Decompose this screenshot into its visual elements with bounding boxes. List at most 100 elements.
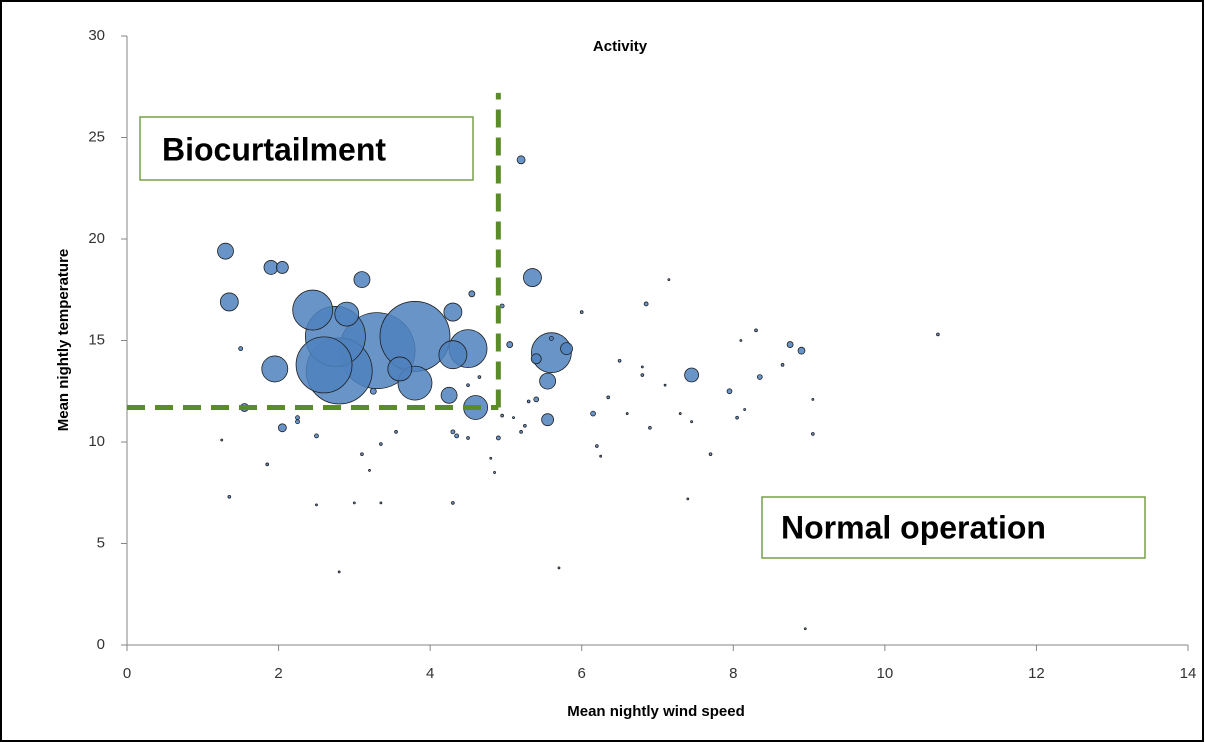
bubble (261, 355, 289, 383)
bubble (368, 469, 371, 472)
bubble (533, 396, 540, 403)
bubble (295, 415, 300, 421)
bubble (466, 383, 470, 387)
annotation: Biocurtailment (162, 131, 386, 167)
bubble (625, 412, 629, 415)
bubble (590, 410, 596, 417)
bubble (648, 425, 652, 430)
bubble (352, 501, 356, 505)
annotation-box (139, 116, 474, 181)
y-axis-label: Mean nightly temperature (55, 249, 72, 432)
bubble (756, 374, 763, 380)
bubble (295, 419, 300, 425)
x-tick-label: 10 (877, 665, 894, 682)
bubble (678, 412, 682, 415)
bubble (451, 501, 455, 505)
y-tick-label: 0 (97, 636, 105, 653)
bubble (541, 413, 555, 427)
bubble (667, 278, 671, 282)
bubble (684, 367, 700, 383)
x-tick-label: 12 (1028, 665, 1045, 682)
bubble (640, 365, 644, 369)
bubble (786, 341, 794, 348)
bubble (523, 423, 527, 428)
bubble (743, 408, 747, 411)
bubble (295, 336, 353, 394)
bubble (263, 260, 279, 275)
bubble (443, 302, 463, 322)
bubble (440, 386, 458, 404)
bubble (277, 423, 287, 433)
bubble (512, 416, 515, 420)
bubble (495, 435, 501, 441)
bubble (489, 456, 493, 460)
annotation: Normal operation (781, 509, 1046, 545)
bubble (936, 332, 940, 337)
bubble (523, 268, 542, 287)
bubble (477, 375, 482, 379)
y-tick-label: 20 (88, 230, 105, 247)
bubble (334, 301, 360, 327)
bubble (219, 292, 239, 312)
bubble (557, 566, 561, 570)
bubble (526, 399, 531, 404)
bubble (803, 627, 807, 631)
bubble (690, 420, 694, 424)
bubble (516, 155, 526, 165)
x-tick-label: 14 (1180, 665, 1197, 682)
bubble (227, 494, 232, 499)
bubble (360, 452, 364, 456)
y-tick-label: 30 (88, 27, 105, 44)
bubble (735, 415, 739, 420)
bubble (780, 363, 785, 367)
bubble (663, 383, 667, 387)
bubble (549, 336, 554, 341)
bubble (595, 444, 599, 448)
bubble (640, 373, 645, 377)
bubble (506, 341, 514, 348)
y-tick-label: 25 (88, 128, 105, 145)
x-tick-label: 4 (426, 665, 434, 682)
bubble (220, 438, 224, 442)
x-tick-label: 6 (578, 665, 586, 682)
bubble (315, 503, 318, 507)
y-tick-label: 15 (88, 331, 105, 348)
bubble (314, 433, 319, 439)
bubble (438, 340, 468, 370)
y-tick-label: 5 (97, 534, 105, 551)
bubble (708, 452, 713, 456)
bubble (337, 570, 341, 574)
bubble (539, 372, 557, 390)
bubble (579, 310, 584, 314)
bubble (369, 387, 377, 395)
bubble (726, 388, 733, 395)
bubble (394, 430, 398, 434)
bubble (560, 342, 573, 356)
bubble (468, 290, 476, 298)
chart-title: Activity (593, 38, 648, 55)
bubble (599, 454, 603, 458)
x-tick-label: 8 (729, 665, 737, 682)
bubble (617, 358, 622, 363)
bubble (493, 471, 496, 474)
bubble (811, 397, 815, 401)
bubble (530, 353, 542, 365)
bubble (379, 442, 383, 446)
x-tick-label: 0 (123, 665, 131, 682)
bubble (466, 436, 470, 440)
x-axis-label: Mean nightly wind speed (567, 703, 745, 720)
bubble (217, 242, 234, 260)
annotation-box (761, 496, 1146, 559)
bubble (379, 501, 383, 505)
bubble (500, 413, 504, 418)
bubble (265, 462, 270, 467)
bubble (606, 395, 611, 400)
bubble (238, 346, 244, 352)
bubble (292, 289, 334, 331)
bubble (450, 429, 456, 435)
bubble (686, 497, 690, 501)
bubble (519, 430, 523, 434)
y-tick-label: 10 (88, 433, 105, 450)
